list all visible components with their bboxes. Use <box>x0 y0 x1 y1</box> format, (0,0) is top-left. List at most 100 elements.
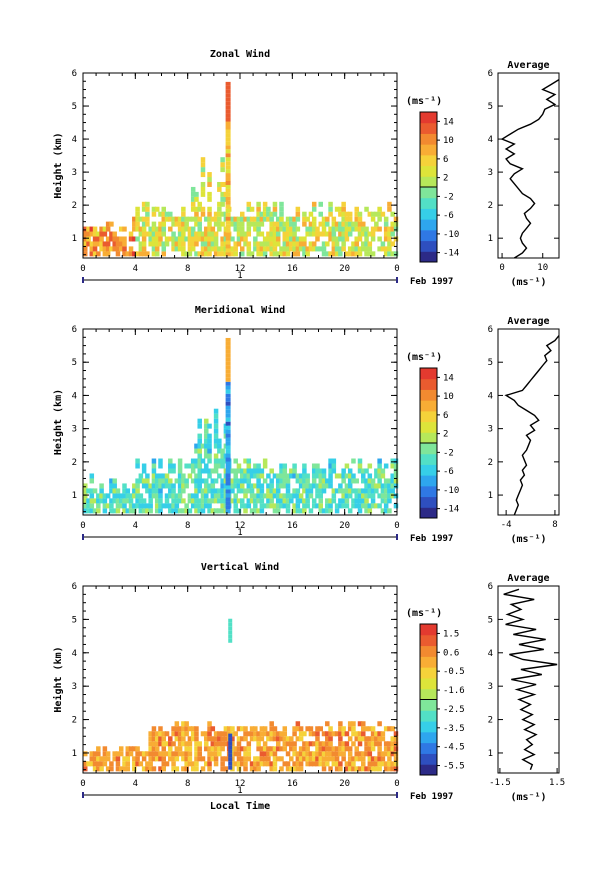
heat-cell <box>105 221 111 227</box>
colorbar-segment <box>420 208 437 220</box>
heat-cell <box>266 498 271 504</box>
heat-cell <box>338 726 343 732</box>
heat-cell <box>184 221 189 227</box>
heat-cell <box>236 483 242 489</box>
heat-cell <box>377 761 382 767</box>
heat-cell <box>105 251 111 257</box>
heat-cell <box>282 226 288 232</box>
heat-cell <box>145 201 150 207</box>
heat-cell <box>253 756 258 762</box>
heat-cell <box>204 741 209 747</box>
heat-cell <box>122 503 127 509</box>
heat-cell <box>132 216 137 222</box>
heat-cell <box>177 726 183 732</box>
heat-cell <box>331 746 337 752</box>
heat-cell <box>225 417 231 422</box>
heat-cell <box>390 741 395 747</box>
heat-cell <box>115 236 121 242</box>
heat-cell <box>354 756 359 762</box>
heat-cell <box>380 751 386 757</box>
heat-cell <box>220 478 225 484</box>
heat-cell <box>207 726 212 732</box>
heat-cell <box>380 246 386 252</box>
heat-cell <box>269 216 274 222</box>
heat-cell <box>118 766 124 772</box>
heat-cell <box>390 221 395 227</box>
heat-cell <box>256 246 261 252</box>
heat-cell <box>243 478 248 484</box>
heat-cell <box>279 206 284 212</box>
heat-cell <box>298 756 304 762</box>
heat-cell <box>151 246 157 252</box>
heat-cell <box>109 498 114 504</box>
heat-cell <box>213 741 219 747</box>
heat-cell <box>279 201 284 207</box>
heat-cell <box>338 741 343 747</box>
heat-cell <box>171 236 176 242</box>
heat-cell <box>285 503 291 509</box>
date-label: Feb 1997 <box>410 534 453 544</box>
heat-cell <box>347 736 353 742</box>
heat-cell <box>328 478 333 484</box>
heat-cell <box>285 766 291 772</box>
heat-cell <box>292 746 297 752</box>
heat-cell <box>102 231 108 237</box>
heat-cell <box>315 746 320 752</box>
heat-cell <box>207 731 212 737</box>
heat-cell <box>225 353 231 358</box>
heat-cell <box>253 483 258 489</box>
heat-cell <box>390 761 395 767</box>
heat-cell <box>285 736 291 742</box>
heat-cell <box>240 226 245 232</box>
heat-cell <box>393 493 399 499</box>
heat-cell <box>236 746 242 752</box>
heat-cell <box>184 721 189 727</box>
heat-cell <box>243 736 248 742</box>
heat-cell <box>112 231 117 237</box>
heat-cell <box>225 337 231 342</box>
heat-cell <box>367 231 373 237</box>
heat-cell <box>181 246 186 252</box>
heat-cell <box>177 458 183 464</box>
heat-cell <box>145 211 150 217</box>
heat-cell <box>262 211 268 217</box>
heat-cell <box>256 761 261 767</box>
heat-cell <box>181 726 186 732</box>
heat-cell <box>83 503 88 509</box>
heat-cell <box>367 246 373 252</box>
heat-cell <box>269 493 274 499</box>
heat-cell <box>200 731 206 737</box>
heat-cell <box>171 463 176 469</box>
heat-cell <box>269 241 274 247</box>
heat-cell <box>220 157 225 163</box>
heat-cell <box>210 741 216 747</box>
profile-y-tick-label: 5 <box>488 615 493 625</box>
heat-cell <box>83 246 88 252</box>
heat-cell <box>154 736 160 742</box>
heat-cell <box>174 731 180 737</box>
heat-cell <box>302 741 307 747</box>
heat-cell <box>279 251 284 257</box>
heat-cell <box>148 736 153 742</box>
heat-cell <box>370 741 376 747</box>
heat-cell <box>347 761 353 767</box>
heat-cell <box>383 231 389 237</box>
heat-cell <box>184 731 189 737</box>
heat-cell <box>115 251 121 257</box>
x-tick-label: 0 <box>80 264 85 274</box>
heat-cell <box>225 117 231 122</box>
heat-cell <box>132 508 137 514</box>
heat-cell <box>145 206 150 212</box>
heat-cell <box>135 458 140 464</box>
heat-cell <box>380 736 386 742</box>
heat-cell <box>225 208 231 213</box>
heat-cell <box>122 246 127 252</box>
heat-cell <box>311 468 317 474</box>
heat-cell <box>249 206 255 212</box>
heat-cell <box>145 766 150 772</box>
heat-cell <box>275 736 281 742</box>
heat-cell <box>118 503 124 509</box>
heat-cell <box>148 761 153 767</box>
heat-cell <box>96 746 101 752</box>
heat-cell <box>89 488 95 494</box>
